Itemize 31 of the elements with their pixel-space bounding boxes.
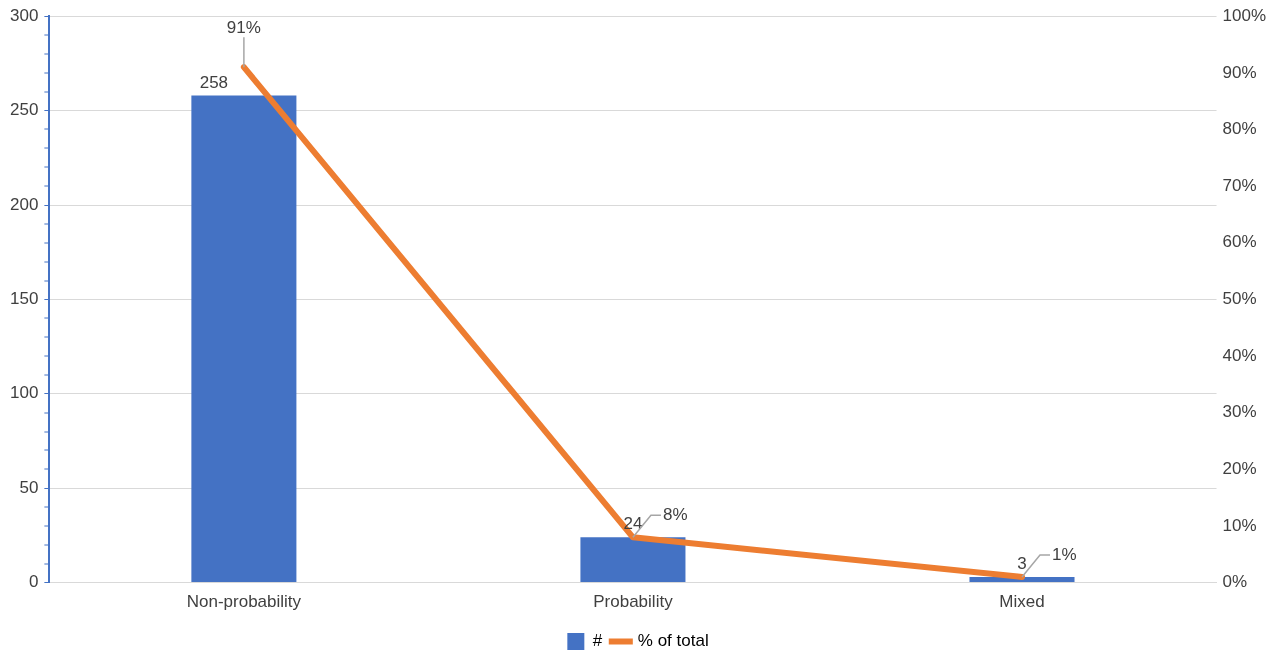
y2-tick-label: 0% [1222,572,1248,592]
y2-tick-label: 100% [1222,5,1266,25]
x-tick-label: Probability [593,592,674,612]
data-label: 258 [199,72,229,92]
y-tick-label: 200 [9,194,39,214]
legend-label: % of total [637,631,709,651]
y2-tick-label: 60% [1222,232,1257,252]
data-label: 24 [623,514,643,534]
y-tick-label: 100 [9,383,39,403]
bar [191,95,297,583]
y2-tick-label: 20% [1222,459,1257,479]
y-tick-label: 150 [9,289,39,309]
data-label: 3 [1017,554,1027,574]
y2-tick-label: 40% [1222,345,1257,365]
y-tick-label: 250 [9,100,39,120]
y-tick-label: 0 [28,572,39,592]
y2-tick-label: 50% [1222,289,1257,309]
y2-tick-label: 90% [1222,62,1257,82]
data-label: 91% [226,18,261,38]
x-tick-label: Mixed [999,592,1045,612]
x-tick-label: Non-probability [186,592,302,612]
legend-label: # [592,631,603,651]
data-label: 1% [1051,544,1077,564]
y2-tick-label: 10% [1222,515,1257,535]
y-tick-label: 300 [9,5,39,25]
y2-tick-label: 80% [1222,119,1257,139]
y2-tick-label: 30% [1222,402,1257,422]
bar [580,537,686,583]
data-label: 8% [662,504,688,524]
y-tick-label: 50 [19,477,39,497]
y2-tick-label: 70% [1222,175,1257,195]
